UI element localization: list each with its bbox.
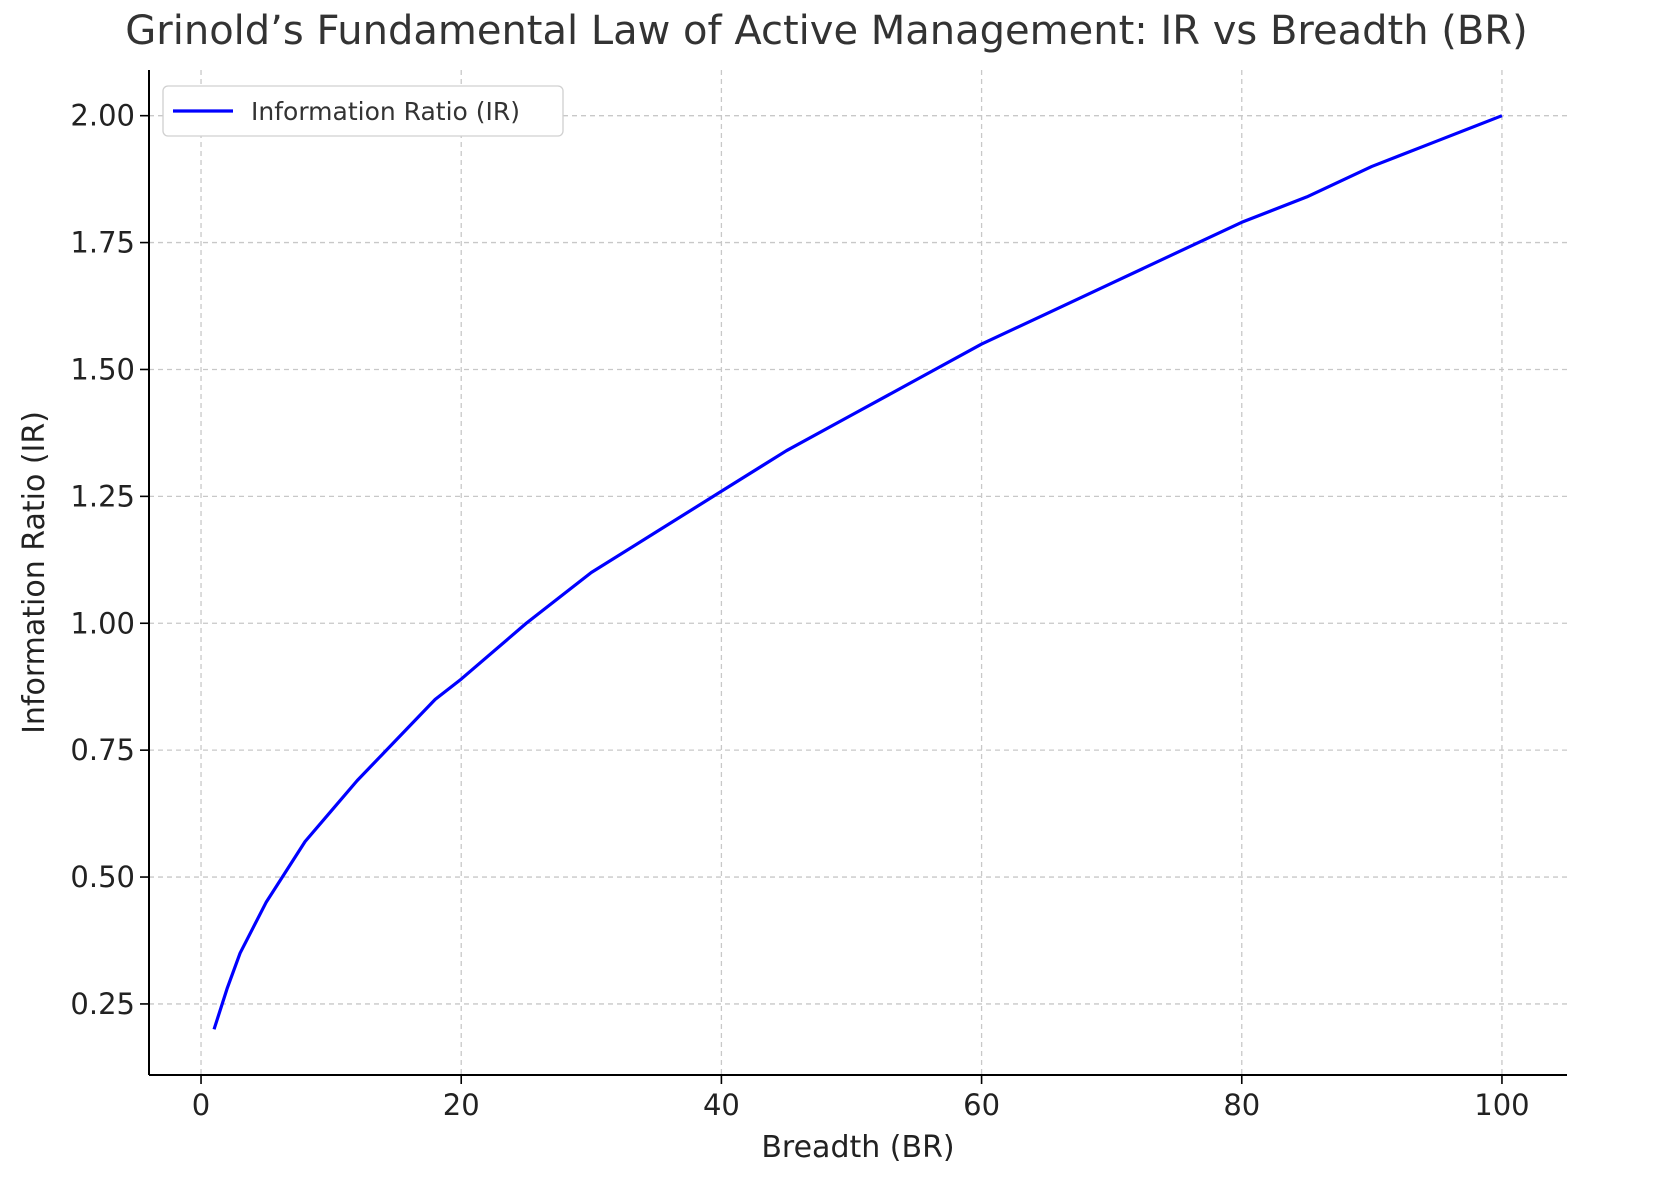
y-tick-label: 0.25 — [70, 987, 135, 1021]
x-tick-label: 20 — [443, 1088, 480, 1122]
legend-label: Information Ratio (IR) — [251, 97, 520, 126]
x-tick-label: 0 — [192, 1088, 210, 1122]
x-axis-label: Breadth (BR) — [761, 1130, 954, 1165]
x-tick-label: 80 — [1223, 1088, 1260, 1122]
x-tick-label: 40 — [703, 1088, 740, 1122]
chart-title: Grinold’s Fundamental Law of Active Mana… — [125, 8, 1528, 54]
y-tick-label: 1.75 — [70, 226, 135, 260]
y-tick-label: 0.50 — [70, 860, 135, 894]
y-axis-label: Information Ratio (IR) — [17, 411, 52, 734]
x-tick-label: 60 — [963, 1088, 1000, 1122]
y-tick-label: 2.00 — [70, 99, 135, 133]
legend-box — [162, 85, 564, 137]
series-line — [212, 114, 1503, 1030]
y-tick-label: 0.75 — [70, 733, 135, 767]
y-tick-label: 1.25 — [70, 479, 135, 513]
x-tick-label: 100 — [1474, 1088, 1529, 1122]
y-tick-label: 1.50 — [70, 352, 135, 386]
y-tick-label: 1.00 — [70, 606, 135, 640]
